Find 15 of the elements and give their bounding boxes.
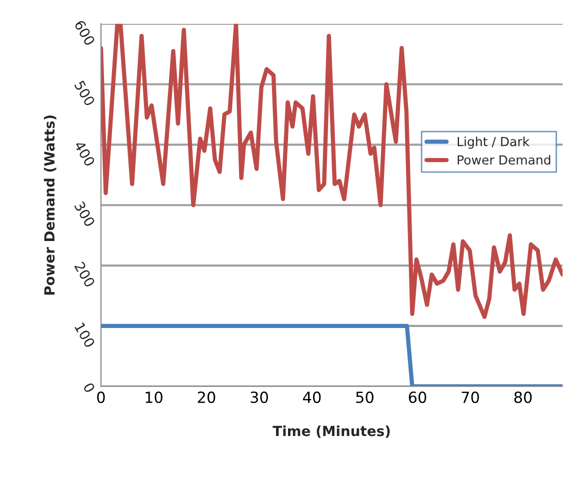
- x-axis-title: Time (Minutes): [272, 425, 390, 438]
- x-tick-label: 60: [408, 392, 426, 404]
- x-tick-label: 50: [356, 392, 374, 404]
- x-tick-label: 80: [514, 392, 532, 404]
- y-tick-label: 0: [82, 382, 96, 394]
- y-axis-title: Power Demand (Watts): [44, 116, 56, 295]
- x-tick-label: 0: [97, 392, 105, 404]
- x-tick-label: 10: [146, 392, 162, 404]
- y-tick-label: 400: [74, 140, 96, 167]
- x-tick-label: 30: [250, 392, 268, 404]
- x-tick-label: 70: [462, 392, 479, 404]
- legend-label: Power Demand: [458, 154, 550, 165]
- legend-label: Light / Dark: [458, 136, 530, 149]
- x-tick-label: 40: [303, 392, 321, 404]
- x-tick-label: 20: [198, 392, 216, 404]
